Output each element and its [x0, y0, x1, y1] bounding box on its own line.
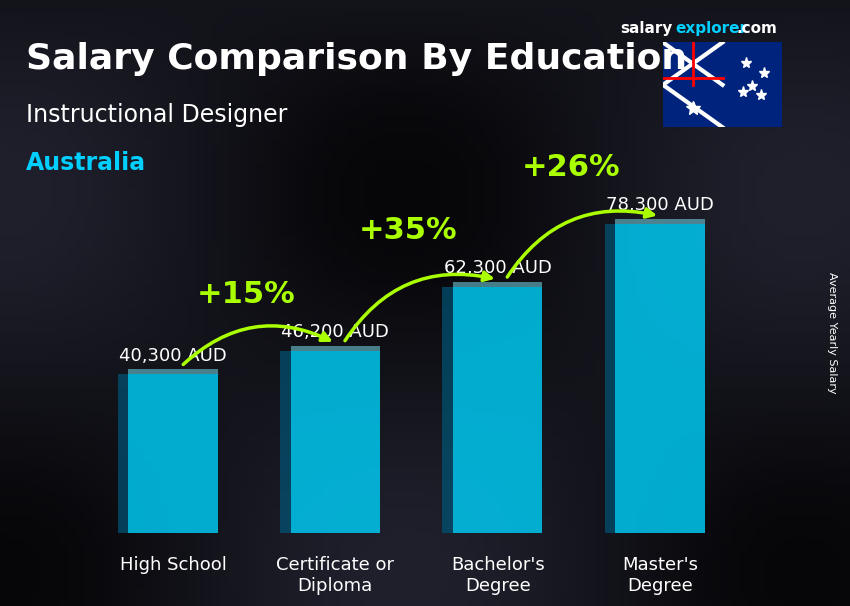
Text: Salary Comparison By Education: Salary Comparison By Education	[26, 42, 687, 76]
Bar	[615, 219, 705, 224]
Bar	[442, 287, 453, 533]
Bar	[118, 374, 128, 533]
Bar	[291, 350, 380, 533]
Text: Average Yearly Salary: Average Yearly Salary	[827, 273, 837, 394]
Text: Australia: Australia	[26, 152, 145, 176]
Text: salary: salary	[620, 21, 673, 36]
Text: .com: .com	[737, 21, 778, 36]
Text: 40,300 AUD: 40,300 AUD	[119, 347, 227, 364]
Bar	[280, 350, 291, 533]
Bar	[291, 346, 380, 350]
Text: 62,300 AUD: 62,300 AUD	[444, 259, 552, 278]
Text: Bachelor's
Degree: Bachelor's Degree	[450, 556, 545, 594]
Text: 46,200 AUD: 46,200 AUD	[281, 323, 389, 341]
Bar	[453, 287, 542, 533]
Bar	[128, 370, 218, 374]
Text: High School: High School	[120, 556, 227, 574]
Text: +15%: +15%	[196, 280, 296, 308]
Text: +26%: +26%	[521, 153, 620, 182]
Bar	[615, 224, 705, 533]
Text: Instructional Designer: Instructional Designer	[26, 103, 286, 127]
Text: Certificate or
Diploma: Certificate or Diploma	[276, 556, 394, 594]
Text: 78,300 AUD: 78,300 AUD	[606, 196, 714, 214]
Text: explorer: explorer	[676, 21, 748, 36]
Text: +35%: +35%	[359, 216, 457, 245]
Bar	[663, 42, 722, 85]
Bar	[604, 224, 615, 533]
Bar	[453, 282, 542, 287]
Bar	[128, 374, 218, 533]
Text: Master's
Degree: Master's Degree	[622, 556, 698, 594]
